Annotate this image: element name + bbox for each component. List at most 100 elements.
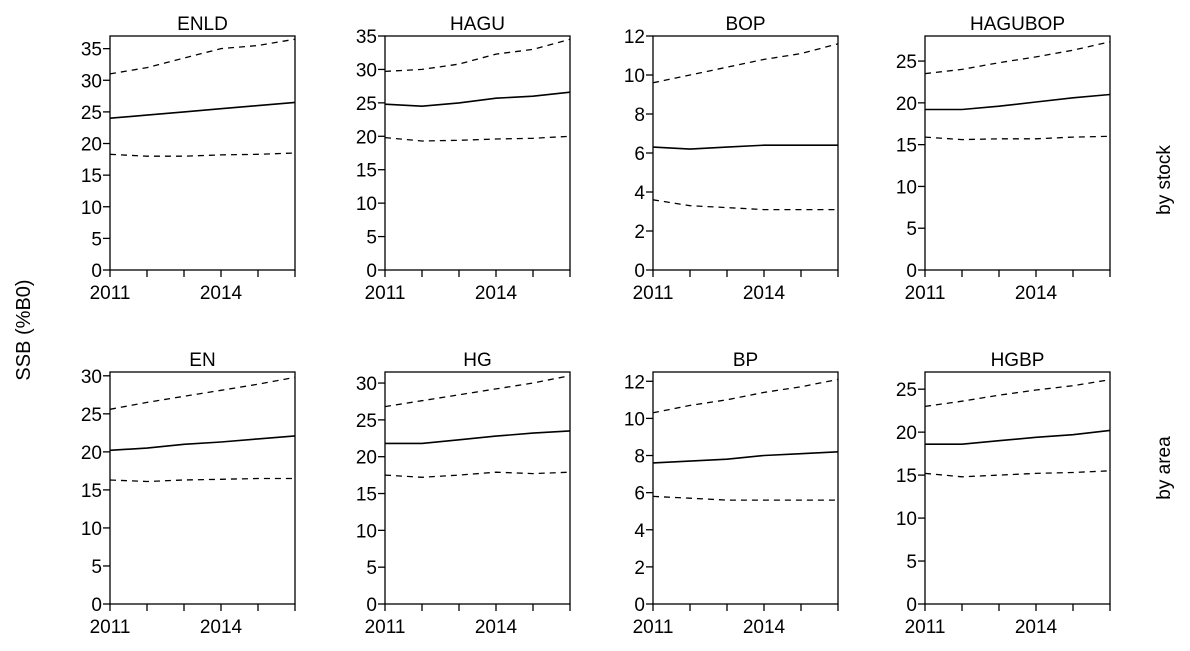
y-tick-label: 30	[81, 367, 102, 388]
plot-frame	[652, 35, 839, 271]
y-tick-label: 0	[366, 261, 377, 282]
series-line-lower	[384, 135, 571, 142]
series-line-upper	[652, 43, 839, 84]
x-tick-label: 2014	[475, 283, 518, 304]
plot-frame	[652, 371, 839, 605]
series-line-lower	[652, 199, 838, 211]
series-line-median	[109, 435, 296, 452]
series-line-upper	[384, 38, 571, 73]
y-tick-label: 30	[356, 374, 377, 395]
panel-en: EN 0 5 10 15 20 25 30 2011 2014	[81, 350, 296, 638]
plot-frame	[109, 371, 296, 605]
y-tick-label: 20	[81, 443, 102, 464]
y-tick-label: 0	[634, 261, 645, 282]
series-line-lower	[924, 135, 1111, 141]
x-tick-label: 2014	[743, 617, 786, 638]
y-tick-label: 5	[91, 557, 102, 578]
y-tick-label: 8	[634, 105, 645, 126]
panel-bop: BOP 0 2 4 6 8 10 12 2011 2014	[624, 14, 839, 304]
x-tick-label: 2014	[1015, 283, 1058, 304]
y-tick-label: 5	[91, 229, 102, 250]
panel-enld: ENLD 0 5 10 15 20 25 30 35 2011 2014	[81, 14, 296, 304]
y-tick-label: 20	[896, 423, 917, 444]
y-tick-label: 10	[624, 409, 645, 430]
panel-title: HG	[463, 350, 492, 371]
x-tick-label: 2011	[633, 617, 674, 638]
panel-hgbp: HGBP 0 5 10 15 20 25 2011 2014	[896, 350, 1111, 638]
y-tick-label: 15	[356, 485, 377, 506]
y-tick-label: 0	[906, 261, 917, 282]
series-line-median	[109, 101, 296, 119]
y-tick-label: 4	[634, 183, 645, 204]
y-tick-label: 10	[356, 521, 377, 542]
y-tick-label: 0	[91, 595, 102, 616]
y-tick-label: 0	[906, 595, 917, 616]
series-line-median	[385, 430, 571, 445]
y-tick-label: 0	[91, 261, 102, 282]
y-tick-label: 15	[81, 166, 102, 187]
series-line-lower	[924, 470, 1111, 478]
y-tick-label: 10	[81, 519, 102, 540]
series-line-median	[652, 144, 838, 150]
y-tick-label: 0	[366, 595, 377, 616]
series-line-upper	[109, 38, 296, 75]
panel-title: HAGUBOP	[970, 14, 1065, 35]
panel-hagu: HAGU 0 5 10 15 20 25 30 35 2011 2014	[356, 14, 571, 304]
x-tick-label: 2014	[475, 617, 518, 638]
plot-frame	[109, 35, 296, 271]
y-tick-label: 15	[356, 161, 377, 182]
x-tick-label: 2011	[365, 283, 406, 304]
y-tick-label: 5	[366, 228, 377, 249]
y-tick-label: 0	[634, 595, 645, 616]
panel-title: BOP	[725, 14, 765, 35]
x-tick-label: 2014	[1015, 617, 1058, 638]
panel-title: EN	[189, 350, 215, 371]
y-tick-label: 35	[81, 40, 102, 61]
y-tick-label: 15	[896, 136, 917, 157]
plot-frame	[384, 35, 571, 271]
y-tick-label: 25	[356, 94, 377, 115]
series-line-lower	[109, 477, 295, 483]
y-tick-label: 12	[624, 27, 645, 48]
x-tick-label: 2011	[365, 617, 406, 638]
x-tick-label: 2011	[633, 283, 674, 304]
y-tick-label: 10	[624, 66, 645, 87]
series-line-lower	[109, 152, 296, 157]
y-tick-label: 5	[906, 219, 917, 240]
y-tick-label: 10	[896, 509, 917, 530]
series-line-lower	[384, 471, 571, 478]
plot-frame	[384, 371, 571, 605]
panel-bp: BP 0 2 4 6 8 10 12 2011 2014	[624, 350, 839, 638]
plot-frame	[924, 35, 1111, 271]
y-tick-label: 20	[356, 448, 377, 469]
series-line-median	[925, 93, 1111, 111]
y-tick-label: 25	[81, 103, 102, 124]
x-tick-label: 2014	[200, 617, 243, 638]
y-tick-label: 5	[906, 552, 917, 573]
y-tick-label: 30	[356, 60, 377, 81]
series-line-median	[652, 451, 839, 464]
y-tick-label: 15	[81, 481, 102, 502]
panel-title: ENLD	[177, 14, 228, 35]
y-tick-label: 10	[81, 198, 102, 219]
y-tick-label: 10	[896, 177, 917, 198]
panel-title: HAGU	[450, 14, 505, 35]
row-label-by-area: by area	[1154, 436, 1175, 500]
y-tick-label: 2	[634, 222, 645, 243]
series-line-median	[925, 429, 1111, 445]
y-tick-label: 4	[634, 521, 645, 542]
series-line-upper	[109, 376, 296, 410]
plot-frame	[924, 371, 1111, 605]
x-tick-label: 2011	[905, 617, 946, 638]
y-tick-label: 35	[356, 27, 377, 48]
series-line-upper	[924, 41, 1111, 75]
y-tick-label: 20	[81, 135, 102, 156]
series-line-median	[384, 91, 571, 108]
x-tick-label: 2011	[90, 617, 131, 638]
x-tick-label: 2014	[200, 283, 243, 304]
panel-hagubop: HAGUBOP 0 5 10 15 20 25 2011 2014	[896, 14, 1111, 304]
y-tick-label: 25	[81, 405, 102, 426]
x-tick-label: 2011	[905, 283, 946, 304]
